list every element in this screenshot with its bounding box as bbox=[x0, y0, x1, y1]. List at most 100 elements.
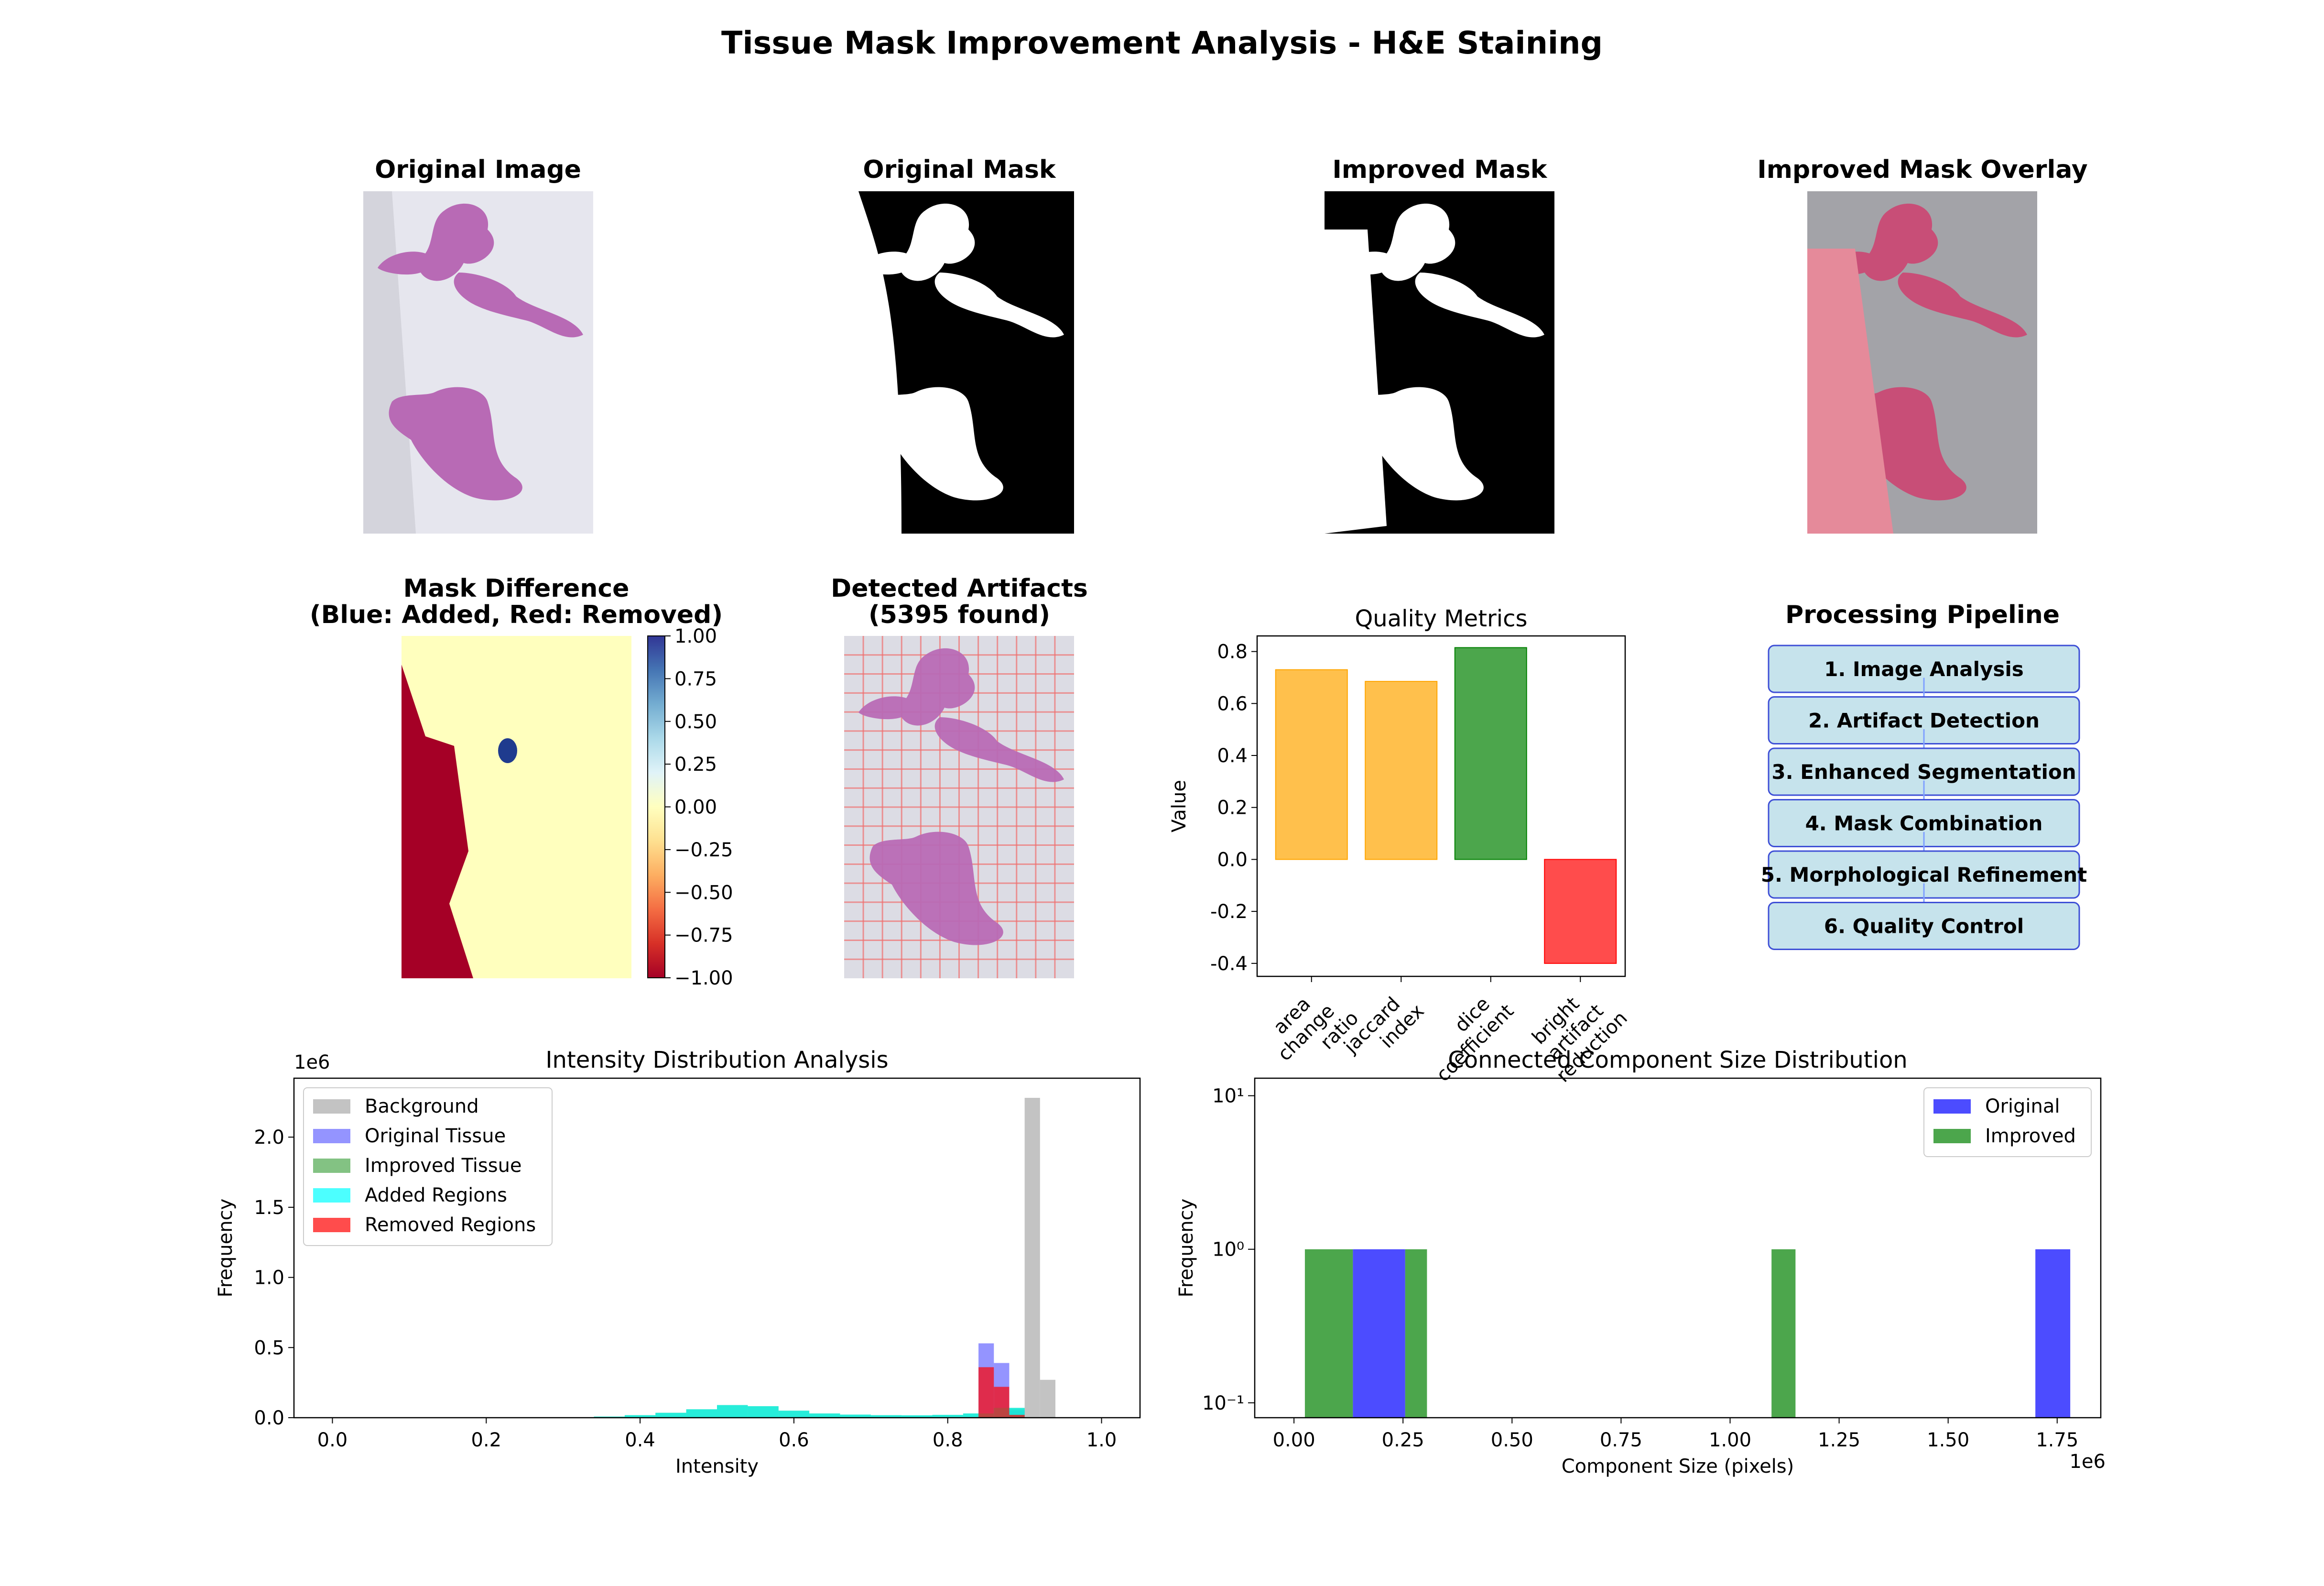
mask-region bbox=[1325, 230, 1387, 534]
y-axis-label: Frequency bbox=[215, 1199, 237, 1298]
artifacts-title-line1: Detected Artifacts bbox=[831, 574, 1088, 603]
x-axis-label: Intensity bbox=[675, 1455, 759, 1477]
y-tick-label: 10⁰ bbox=[1212, 1239, 1244, 1261]
tissue-region bbox=[378, 203, 494, 281]
pipeline-step-label: 4. Mask Combination bbox=[1805, 812, 2043, 835]
chart-title: Intensity Distribution Analysis bbox=[545, 1047, 888, 1073]
legend-label: Original Tissue bbox=[365, 1125, 506, 1147]
removed-region bbox=[402, 665, 473, 978]
tissue-region bbox=[869, 831, 1003, 945]
histogram-bar bbox=[1353, 1249, 1405, 1418]
x-tick-label: 1.0 bbox=[1086, 1429, 1117, 1451]
y-tick-label: 0.4 bbox=[1217, 745, 1248, 767]
bar bbox=[1454, 647, 1527, 860]
histogram-bar bbox=[1040, 1379, 1055, 1418]
tissue-region bbox=[934, 717, 1064, 782]
legend-label: Improved bbox=[1985, 1125, 2076, 1147]
intensity-histogram: Intensity Distribution Analysis 0.0 0.2 0.4… bbox=[215, 1047, 1141, 1477]
tissue-region bbox=[454, 273, 583, 338]
colorbar-tick-label: −1.00 bbox=[674, 967, 733, 989]
bar bbox=[1275, 669, 1348, 860]
x-tick-label: 0.2 bbox=[471, 1429, 501, 1451]
pipeline-step-label: 3. Enhanced Segmentation bbox=[1771, 760, 2076, 784]
y-offset-label: 1e6 bbox=[294, 1051, 330, 1073]
legend-swatch bbox=[313, 1159, 350, 1173]
component-size-histogram: Connected Component Size Distribution 0.0… bbox=[1175, 1047, 2106, 1477]
y-tick-label: -0.2 bbox=[1210, 901, 1248, 923]
original-mask bbox=[844, 191, 1074, 534]
x-tick-label: 1.50 bbox=[1927, 1429, 1969, 1451]
pipeline-step-label: 5. Morphological Refinement bbox=[1761, 863, 2087, 886]
bar bbox=[1544, 859, 1617, 964]
colorbar: 1.00 0.75 0.50 0.25 0.00 −0.25 −0.50 −0.75 −1.00 bbox=[647, 625, 733, 989]
tissue-region bbox=[858, 203, 975, 281]
x-tick-label: areachangeratio bbox=[1258, 976, 1363, 1081]
histogram-bar bbox=[870, 1415, 902, 1418]
histogram-bar bbox=[686, 1409, 717, 1418]
x-tick-label: 0.75 bbox=[1600, 1429, 1642, 1451]
histogram-bar bbox=[624, 1415, 656, 1418]
pipeline-step-label: 2. Artifact Detection bbox=[1808, 709, 2040, 733]
histogram-bar bbox=[2035, 1249, 2071, 1418]
histogram-bar bbox=[840, 1414, 871, 1418]
x-tick-label: 1.75 bbox=[2036, 1429, 2078, 1451]
x-offset-label: 1e6 bbox=[2069, 1451, 2106, 1473]
overlay-added-region bbox=[1807, 249, 1893, 534]
y-tick-label: 0.0 bbox=[254, 1407, 284, 1429]
tissue-region bbox=[869, 387, 1003, 501]
x-tick-label: 1.25 bbox=[1818, 1429, 1860, 1451]
pipeline-step-label: 6. Quality Control bbox=[1824, 915, 2024, 938]
processing-pipeline: Processing Pipeline 1. Image Analysis 2. … bbox=[1761, 601, 2087, 950]
histogram-bar bbox=[748, 1406, 779, 1418]
colorbar-tick-label: 0.50 bbox=[674, 711, 717, 733]
tissue-region bbox=[934, 273, 1064, 338]
colorbar-tick-label: −0.75 bbox=[674, 925, 733, 947]
histogram-bar bbox=[1771, 1249, 1796, 1418]
added-region bbox=[498, 738, 517, 763]
plot-frame bbox=[293, 1077, 1141, 1419]
y-tick-label: 10⁻¹ bbox=[1202, 1392, 1244, 1414]
x-tick-label: 0.4 bbox=[625, 1429, 655, 1451]
legend-swatch bbox=[1933, 1099, 1971, 1114]
pipeline-step-box bbox=[1768, 902, 2080, 950]
y-tick-label: 0.6 bbox=[1217, 693, 1248, 715]
detected-artifacts bbox=[844, 636, 1074, 978]
y-tick-label: 0.5 bbox=[254, 1337, 284, 1359]
original-image bbox=[363, 191, 593, 534]
histogram-bar bbox=[809, 1413, 840, 1418]
improved-mask-title: Improved Mask bbox=[1333, 155, 1548, 184]
y-tick-label: 0.2 bbox=[1217, 797, 1248, 819]
tissue-region bbox=[1415, 273, 1544, 338]
legend-label: Added Regions bbox=[365, 1184, 507, 1206]
slide-edge-region bbox=[363, 191, 416, 534]
figure-title: Tissue Mask Improvement Analysis - H&E S… bbox=[721, 25, 1603, 61]
chart-title: Connected Component Size Distribution bbox=[1448, 1047, 1907, 1073]
y-tick-label: 2.0 bbox=[254, 1127, 284, 1148]
histogram-bar bbox=[963, 1413, 994, 1418]
pipeline-title: Processing Pipeline bbox=[1785, 601, 2060, 629]
y-tick-label: 0.0 bbox=[1217, 849, 1248, 871]
colorbar-tick-label: −0.25 bbox=[674, 839, 733, 861]
tissue-region bbox=[389, 387, 522, 501]
artifacts-title-line2: (5395 found) bbox=[869, 601, 1050, 629]
histogram-bar bbox=[978, 1367, 994, 1418]
x-tick-label: 0.00 bbox=[1273, 1429, 1315, 1451]
x-tick-label: 0.50 bbox=[1491, 1429, 1533, 1451]
legend-label: Removed Regions bbox=[365, 1214, 536, 1236]
colorbar-tick-label: −0.50 bbox=[674, 882, 733, 904]
plot-frame bbox=[1256, 635, 1626, 977]
histogram-bar bbox=[1304, 1249, 1353, 1418]
x-tick-label: jaccardindex bbox=[1339, 984, 1428, 1073]
tissue-region bbox=[858, 648, 975, 726]
histogram-bar bbox=[655, 1412, 686, 1418]
mask-difference bbox=[402, 636, 631, 978]
colorbar-scale bbox=[647, 635, 665, 978]
original-image-title: Original Image bbox=[375, 155, 581, 184]
x-tick-label: 1.00 bbox=[1709, 1429, 1751, 1451]
legend-swatch bbox=[313, 1218, 350, 1232]
original-mask-title: Original Mask bbox=[863, 155, 1056, 184]
difference-title-line2: (Blue: Added, Red: Removed) bbox=[310, 601, 723, 629]
legend-swatch bbox=[1933, 1129, 1971, 1143]
quality-metrics-chart: Quality Metrics -0.4 -0.2 0.0 0.2 0.4 0.6 0.8 Va… bbox=[1168, 605, 1632, 1087]
histogram-bar bbox=[1009, 1415, 1025, 1418]
